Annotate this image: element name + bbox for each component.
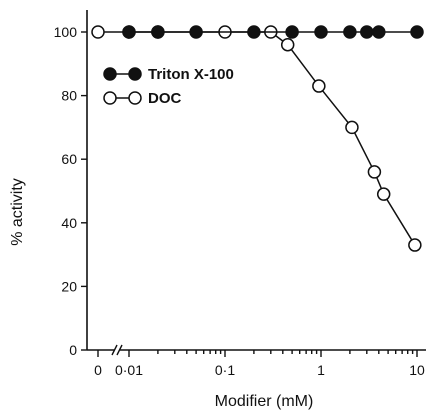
data-point — [343, 25, 357, 39]
data-point — [410, 25, 424, 39]
legend: Triton X-100 DOC — [103, 66, 234, 107]
data-point — [247, 25, 261, 39]
x-tick-label: 0 — [94, 362, 102, 378]
legend-marker — [128, 91, 142, 105]
data-point — [285, 25, 299, 39]
data-point — [408, 238, 422, 252]
data-point — [312, 79, 326, 93]
y-tick-label: 60 — [61, 151, 77, 167]
data-point — [91, 25, 105, 39]
y-tick-label: 0 — [69, 342, 77, 358]
data-point — [280, 37, 295, 52]
axes: 0 20 40 60 80 100 0 0·01 0·1 1 10 — [54, 10, 426, 378]
legend-marker — [103, 67, 117, 81]
data-point — [151, 25, 165, 39]
legend-label: Triton X-100 — [148, 66, 234, 83]
legend-item: DOC — [103, 90, 182, 107]
data-point — [189, 25, 203, 39]
x-axis-title: Modifier (mM) — [215, 393, 314, 410]
data-point — [314, 25, 328, 39]
y-tick-label: 40 — [61, 215, 77, 231]
series-line — [98, 31, 416, 246]
data-point — [376, 187, 391, 201]
legend-marker — [103, 91, 117, 105]
x-tick-label: 0·1 — [215, 362, 235, 378]
axis-break-mark — [116, 344, 123, 356]
y-axis-title: % activity — [9, 178, 26, 246]
legend-item: Triton X-100 — [103, 66, 234, 83]
data-point — [372, 25, 386, 39]
x-tick-label: 10 — [409, 362, 425, 378]
x-tick-label: 0·01 — [115, 362, 143, 378]
series-triton-x-100 — [122, 25, 424, 39]
axis-break-mark — [111, 344, 118, 356]
data-point — [360, 25, 374, 39]
series-layer — [91, 25, 424, 252]
data-point — [345, 120, 359, 135]
y-tick-label: 20 — [61, 278, 77, 294]
y-tick-label: 80 — [61, 88, 77, 104]
data-point — [122, 25, 136, 39]
legend-marker — [128, 67, 142, 81]
y-tick-label: 100 — [54, 24, 78, 40]
x-tick-label: 1 — [317, 362, 325, 378]
legend-label: DOC — [148, 90, 182, 107]
series-doc — [91, 25, 422, 252]
data-point — [367, 165, 382, 179]
